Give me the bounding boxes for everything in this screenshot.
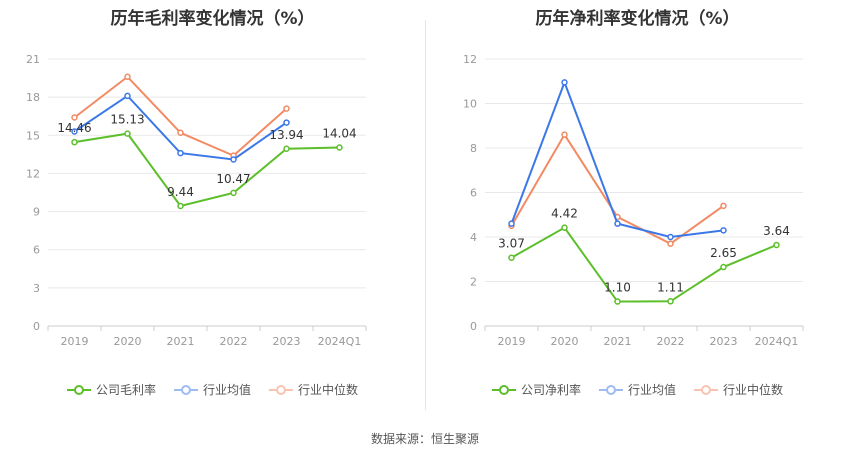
data-label: 1.11 bbox=[657, 280, 684, 294]
data-label: 3.07 bbox=[498, 237, 525, 251]
data-label: 14.04 bbox=[322, 126, 356, 140]
data-label: 4.42 bbox=[551, 207, 578, 221]
x-tick-label: 2019 bbox=[498, 335, 526, 348]
legend-marker-icon bbox=[66, 384, 91, 396]
gross-margin-panel: 历年毛利率变化情况（%） 0 3 6 9 12 15 18 21 2019 2020 2021 202… bbox=[0, 0, 425, 415]
legend-item-median[interactable]: 行业中位数 bbox=[269, 381, 358, 398]
y-tick-label: 4 bbox=[470, 231, 477, 244]
chart-title: 历年净利率变化情况（%） bbox=[535, 9, 740, 29]
legend-item-avg[interactable]: 行业均值 bbox=[598, 381, 676, 398]
y-tick-label: 9 bbox=[33, 206, 40, 219]
x-tick-label: 2021 bbox=[167, 335, 195, 348]
net-margin-panel: 历年净利率变化情况（%） 0 2 4 6 8 10 12 2019 2020 2021 2022 20… bbox=[425, 0, 850, 415]
data-point-company bbox=[124, 130, 131, 137]
y-tick-label: 3 bbox=[33, 282, 40, 295]
data-point-company bbox=[71, 138, 78, 146]
y-tick-label: 6 bbox=[33, 244, 40, 257]
data-point-avg bbox=[230, 156, 237, 163]
data-point-median bbox=[71, 114, 78, 121]
x-tick-label: 2020 bbox=[114, 335, 142, 348]
data-point-company bbox=[667, 298, 674, 305]
legend: 公司净利率 行业均值 行业中位数 bbox=[425, 381, 850, 398]
y-tick-label: 21 bbox=[26, 53, 40, 66]
data-point-company bbox=[508, 254, 515, 261]
data-label: 15.13 bbox=[110, 113, 144, 127]
legend-marker-icon bbox=[269, 384, 293, 396]
data-point-company bbox=[177, 202, 184, 210]
y-tick-label: 10 bbox=[463, 98, 477, 111]
legend-marker-icon bbox=[598, 384, 623, 396]
y-tick-label: 0 bbox=[33, 320, 40, 333]
legend-marker-icon bbox=[491, 384, 516, 396]
x-tick-label: 2020 bbox=[551, 335, 579, 348]
legend-item-avg[interactable]: 行业均值 bbox=[173, 381, 251, 398]
legend-marker-icon bbox=[694, 384, 718, 396]
series-line-median bbox=[510, 132, 725, 245]
data-point-median bbox=[124, 73, 131, 81]
legend-item-company[interactable]: 公司净利率 bbox=[491, 381, 581, 398]
data-point-median bbox=[177, 129, 184, 136]
legend-label: 行业中位数 bbox=[298, 383, 359, 397]
y-tick-label: 8 bbox=[470, 142, 477, 155]
data-point-company bbox=[336, 144, 343, 151]
x-tick-label: 2024Q1 bbox=[755, 335, 799, 348]
legend: 公司毛利率 行业均值 行业中位数 bbox=[0, 381, 425, 398]
data-point-company bbox=[283, 145, 290, 153]
data-label: 3.64 bbox=[763, 224, 790, 238]
series-line-company bbox=[511, 226, 777, 303]
data-point-company bbox=[614, 298, 621, 305]
data-point-avg bbox=[720, 227, 727, 234]
data-point-company bbox=[773, 241, 780, 249]
legend-item-median[interactable]: 行业中位数 bbox=[694, 381, 783, 398]
data-point-avg bbox=[614, 220, 621, 227]
panel-divider bbox=[425, 20, 426, 410]
y-tick-label: 12 bbox=[26, 167, 40, 180]
data-point-avg bbox=[177, 149, 184, 157]
legend-label: 行业均值 bbox=[627, 383, 676, 397]
data-point-median bbox=[720, 202, 727, 210]
data-point-avg bbox=[124, 92, 131, 100]
legend-label: 公司毛利率 bbox=[95, 383, 156, 397]
data-label: 10.47 bbox=[216, 172, 250, 186]
data-point-avg bbox=[283, 119, 290, 126]
legend-item-company[interactable]: 公司毛利率 bbox=[66, 381, 156, 398]
y-tick-label: 15 bbox=[26, 129, 40, 142]
data-point-company bbox=[720, 263, 727, 271]
legend-label: 行业中位数 bbox=[723, 383, 784, 397]
data-label: 13.94 bbox=[269, 128, 303, 142]
data-point-avg bbox=[508, 220, 515, 227]
x-tick-label: 2022 bbox=[657, 335, 685, 348]
y-tick-label: 18 bbox=[26, 91, 40, 104]
data-point-avg bbox=[71, 128, 78, 135]
data-point-median bbox=[667, 240, 674, 247]
x-tick-label: 2021 bbox=[604, 335, 632, 348]
data-label: 2.65 bbox=[710, 246, 737, 260]
x-tick-label: 2022 bbox=[220, 335, 248, 348]
series-line-company bbox=[74, 132, 340, 208]
data-point-median bbox=[283, 105, 290, 112]
data-label: 9.44 bbox=[167, 185, 194, 199]
data-source-note: 数据来源：恒生聚源 bbox=[370, 432, 479, 446]
data-point-company bbox=[561, 224, 568, 231]
data-point-median bbox=[561, 131, 568, 138]
chart-title: 历年毛利率变化情况（%） bbox=[110, 9, 315, 29]
gross-margin-plot: 0 3 6 9 12 15 18 21 2019 2020 2021 2022 2023 2024Q1 14… bbox=[26, 53, 367, 348]
data-point-avg bbox=[667, 233, 674, 241]
y-tick-label: 6 bbox=[470, 187, 477, 200]
y-tick-label: 12 bbox=[463, 53, 477, 66]
y-tick-label: 2 bbox=[470, 276, 477, 289]
data-point-company bbox=[230, 189, 237, 197]
legend-label: 公司净利率 bbox=[520, 383, 581, 397]
net-margin-plot: 0 2 4 6 8 10 12 2019 2020 2021 2022 2023 2024Q1 3.07 4… bbox=[463, 53, 804, 348]
legend-label: 行业均值 bbox=[202, 383, 251, 397]
x-tick-label: 2019 bbox=[61, 335, 89, 348]
data-label: 14.46 bbox=[57, 121, 91, 135]
x-tick-label: 2023 bbox=[273, 335, 301, 348]
x-tick-label: 2023 bbox=[710, 335, 738, 348]
legend-marker-icon bbox=[173, 384, 198, 396]
y-tick-label: 0 bbox=[470, 320, 477, 333]
data-point-avg bbox=[561, 79, 568, 86]
data-label: 1.10 bbox=[604, 281, 631, 295]
x-tick-label: 2024Q1 bbox=[318, 335, 362, 348]
